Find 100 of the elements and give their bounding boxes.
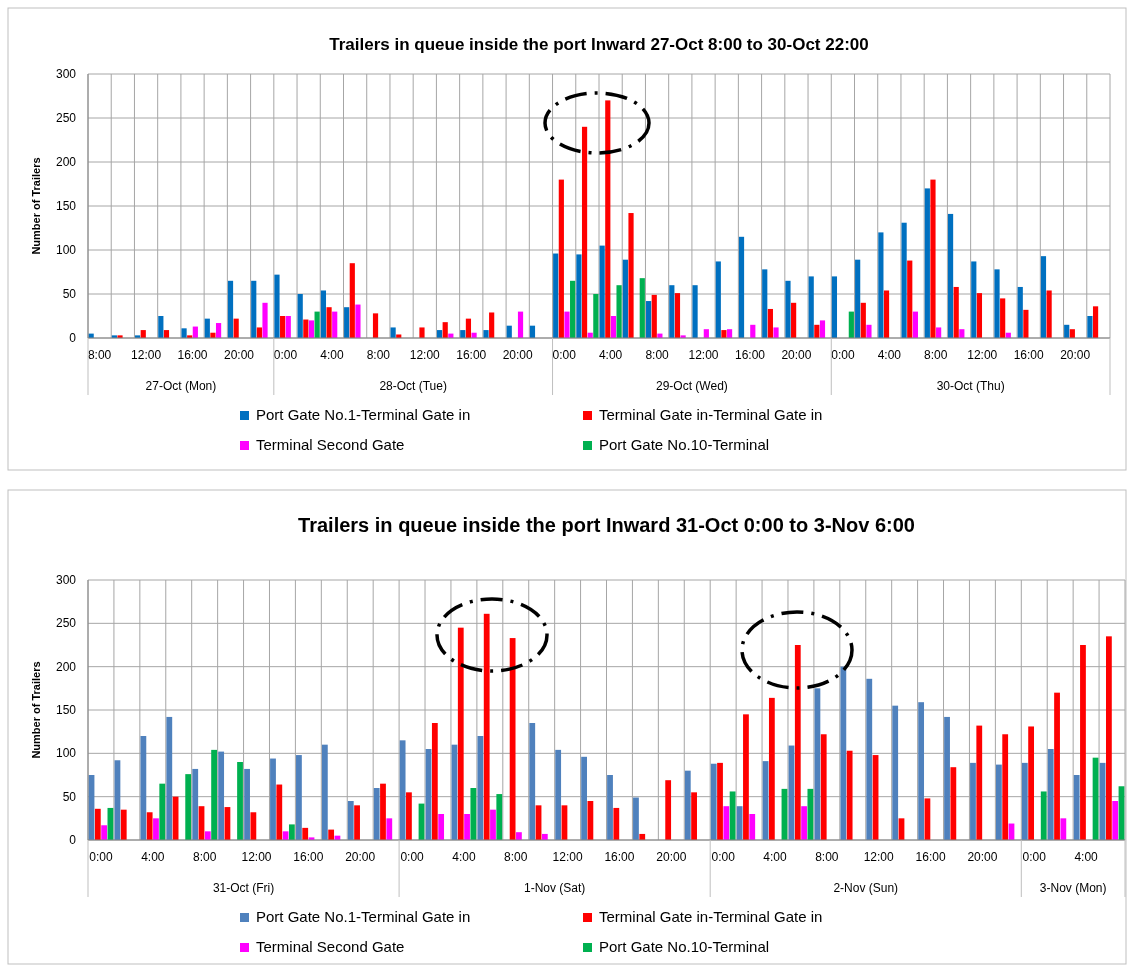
bar	[320, 290, 327, 338]
text: 29-Oct (Wed)	[656, 379, 728, 393]
bar	[1021, 762, 1028, 840]
bar	[181, 328, 187, 338]
bar	[970, 762, 976, 840]
x-tick-label: 12:00	[241, 850, 272, 864]
x-tick-label: 0:00	[400, 850, 425, 864]
y-tick-label: 200	[55, 659, 77, 674]
bar	[1060, 818, 1067, 840]
bar	[215, 323, 222, 338]
bar	[976, 725, 983, 840]
text: 2-Nov (Sun)	[833, 881, 899, 895]
x-tick-label: 8:00	[924, 348, 948, 362]
bar	[158, 316, 164, 338]
legend-label: Port Gate No.1-Terminal Gate in	[256, 406, 471, 423]
y-tick-label: 50	[62, 287, 77, 301]
y-tick-label: 200	[55, 155, 77, 169]
bar	[1092, 306, 1099, 338]
bar	[581, 126, 588, 338]
bar	[399, 740, 406, 840]
chart-title: Trailers in queue inside the port Inward 27-Oct 8:00 to 30-Oct 22:00	[329, 35, 869, 54]
bar	[419, 327, 425, 338]
bar	[457, 627, 464, 840]
bar	[442, 322, 448, 338]
bar	[140, 736, 147, 840]
bar	[801, 806, 807, 840]
bar	[490, 809, 496, 840]
bar	[489, 312, 495, 338]
bar	[971, 261, 977, 338]
bar	[465, 318, 472, 338]
x-tick-label: 0:00	[273, 348, 298, 362]
bar	[1023, 309, 1029, 338]
bar	[846, 750, 853, 840]
bar	[1054, 692, 1060, 840]
legend-label: Port Gate No.10-Terminal	[599, 436, 770, 453]
bar	[276, 784, 283, 840]
legend-label: Port Gate No.1-Terminal Gate in	[256, 908, 471, 925]
bar	[483, 613, 490, 840]
x-tick-label: 12:00	[863, 850, 895, 864]
bar	[616, 285, 622, 338]
bar	[924, 188, 930, 338]
bar	[901, 222, 907, 338]
bar	[146, 812, 153, 840]
x-tick-label: 16:00	[293, 850, 324, 864]
y-tick-label: 300	[55, 573, 77, 587]
bar	[470, 788, 477, 840]
bar	[326, 307, 332, 338]
bar	[256, 327, 262, 338]
bar	[101, 825, 107, 840]
bar	[576, 254, 582, 338]
bar	[918, 702, 925, 840]
bar	[684, 770, 691, 840]
bar	[717, 762, 723, 840]
bar	[529, 723, 536, 840]
bar	[773, 327, 779, 338]
bar	[947, 213, 954, 338]
bar	[372, 313, 379, 338]
x-tick-label: 12:00	[131, 348, 162, 362]
text: 28-Oct (Tue)	[379, 379, 447, 393]
bar	[328, 829, 335, 840]
bar	[355, 304, 361, 338]
bar	[1080, 645, 1086, 840]
x-tick-label: 16:00	[915, 850, 946, 864]
bar	[1040, 256, 1047, 338]
bar	[314, 311, 320, 338]
bar	[610, 316, 617, 338]
bar	[1046, 290, 1052, 338]
bar	[866, 324, 872, 338]
bar	[768, 697, 775, 840]
bar	[438, 814, 445, 840]
x-tick-label: 20:00	[781, 348, 812, 362]
bar	[483, 330, 489, 338]
x-tick-label: 12:00	[688, 348, 719, 362]
x-tick-label: 4:00	[1074, 850, 1099, 864]
bar	[204, 318, 210, 338]
bar	[691, 792, 697, 840]
bar	[723, 806, 730, 840]
bar	[233, 318, 239, 338]
bar	[944, 716, 950, 840]
x-tick-label: 20:00	[223, 348, 255, 362]
bar	[347, 801, 354, 840]
text: 30-Oct (Thu)	[936, 379, 1005, 393]
x-tick-label: 4:00	[877, 348, 902, 362]
x-tick-label: 12:00	[552, 850, 583, 864]
bar	[1000, 298, 1006, 338]
bar	[517, 311, 524, 338]
bar	[251, 280, 257, 338]
bar	[386, 818, 393, 840]
bar	[794, 645, 801, 840]
bar	[831, 276, 838, 338]
bar	[1047, 749, 1054, 840]
x-tick-label: 8:00	[504, 850, 528, 864]
bar	[692, 285, 698, 338]
bar	[878, 232, 884, 338]
bar	[308, 320, 315, 338]
x-tick-label: 0:00	[89, 850, 113, 864]
x-tick-label: 8:00	[366, 348, 391, 362]
y-tick-label: 100	[55, 746, 77, 761]
bar	[166, 716, 173, 840]
bar	[848, 311, 854, 338]
